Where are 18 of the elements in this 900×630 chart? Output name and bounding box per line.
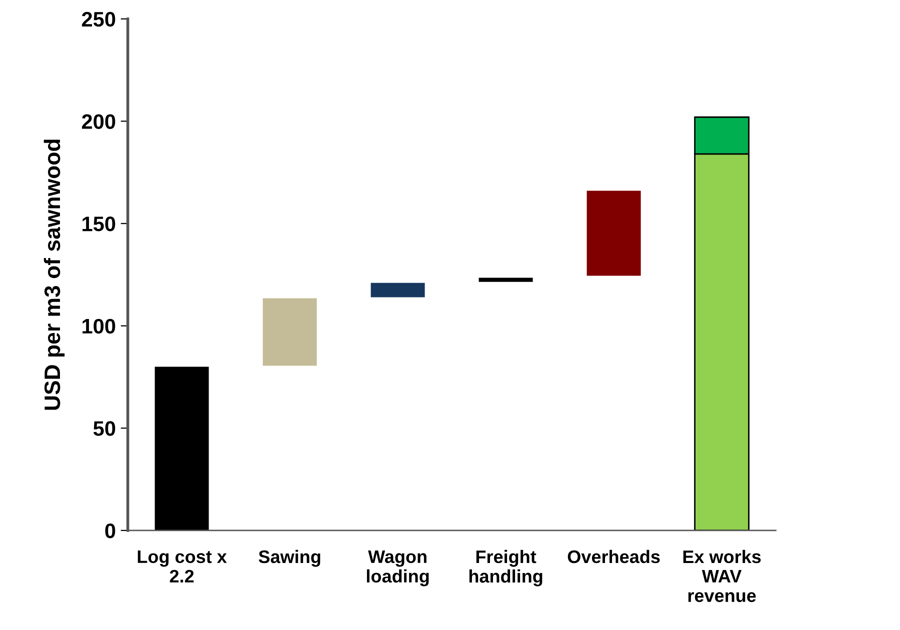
y-tick-label: 50 bbox=[93, 421, 116, 436]
y-axis-title: USD per m3 of sawnwood bbox=[44, 140, 65, 410]
bar bbox=[586, 190, 641, 276]
x-tick-label: Wagon loading bbox=[366, 550, 429, 586]
y-tick-label: 150 bbox=[82, 216, 116, 232]
x-tick-label: Freight handling bbox=[469, 550, 542, 586]
y-tick-label: 200 bbox=[82, 114, 116, 129]
x-tick-label: Ex works WAV revenue bbox=[683, 550, 761, 602]
bar bbox=[262, 298, 317, 366]
x-tick-label: Overheads bbox=[568, 550, 660, 564]
y-tick-label: 0 bbox=[105, 523, 116, 538]
x-tick-label: Log cost x 2.2 bbox=[138, 550, 227, 582]
x-tick-label: Sawing bbox=[258, 550, 320, 567]
bar bbox=[478, 278, 533, 282]
bar bbox=[370, 282, 425, 298]
bar bbox=[154, 366, 209, 530]
y-tick-label: 100 bbox=[82, 318, 116, 334]
y-tick-label: 250 bbox=[82, 12, 116, 27]
